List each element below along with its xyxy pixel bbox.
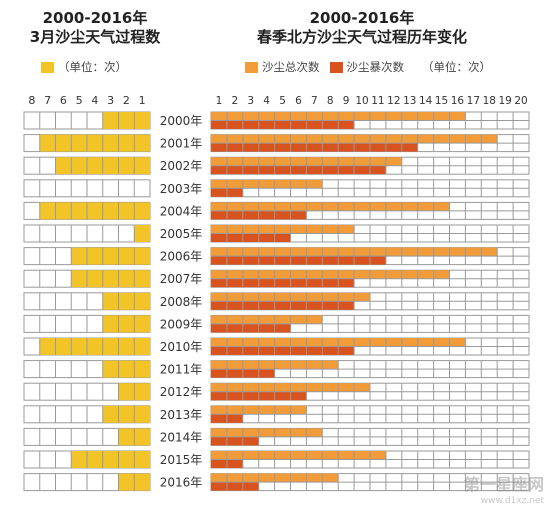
- legend-label-storm: 沙尘暴次数: [346, 60, 405, 74]
- right-x-tick-label: 11: [371, 95, 384, 107]
- right-x-tick-label: 18: [483, 95, 496, 107]
- bar-total: [211, 451, 386, 460]
- watermark-logo: 第一星座网 www.d1xz.net: [463, 475, 544, 507]
- left-bar: [102, 360, 150, 378]
- right-x-tick-label: 14: [419, 95, 433, 107]
- right-x-tick-label: 1: [216, 95, 223, 107]
- bar-storm: [211, 278, 355, 288]
- left-x-tick-label: 5: [76, 94, 83, 107]
- left-x-tick-label: 4: [91, 94, 98, 107]
- legend-swatch-storm: [329, 61, 343, 73]
- right-x-tick-label: 10: [355, 95, 368, 107]
- year-label: 2011年: [160, 363, 203, 377]
- year-label: 2001年: [160, 137, 203, 151]
- left-bar: [102, 292, 150, 310]
- bar-total: [211, 179, 323, 189]
- left-title-line2: 3月沙尘天气过程数: [29, 28, 161, 46]
- right-x-tick-label: 19: [498, 95, 511, 107]
- year-label: 2015年: [160, 453, 203, 467]
- bar-storm: [211, 256, 386, 265]
- right-chart-title: 2000-2016年 春季北方沙尘天气过程历年变化: [228, 9, 496, 47]
- left-bar: [102, 112, 150, 129]
- year-label: 2010年: [160, 340, 203, 354]
- year-label: 2003年: [160, 182, 203, 196]
- left-legend-swatch: [41, 61, 54, 73]
- bar-storm: [211, 436, 259, 446]
- left-x-tick-label: 6: [60, 94, 67, 107]
- right-x-tick-label: 8: [327, 95, 334, 107]
- left-unit-label: （单位：次）: [58, 60, 127, 74]
- right-legend: 沙尘总次数 沙尘暴次数 （单位：次）: [245, 59, 491, 75]
- bar-storm: [211, 143, 418, 152]
- bar-storm: [211, 482, 259, 491]
- right-x-tick-label: 9: [343, 95, 350, 107]
- left-chart-title: 2000-2016年 3月沙尘天气过程数: [0, 9, 190, 47]
- left-bar: [102, 315, 150, 333]
- year-label: 2002年: [160, 159, 203, 173]
- year-label: 2009年: [160, 317, 203, 331]
- year-label: 2013年: [160, 408, 203, 422]
- bar-storm: [211, 120, 355, 129]
- bar-total: [211, 270, 450, 279]
- right-title-line2: 春季北方沙尘天气过程历年变化: [256, 28, 467, 46]
- right-x-tick-label: 12: [387, 95, 400, 107]
- left-bar: [71, 270, 150, 288]
- year-label: 2004年: [160, 204, 203, 218]
- right-x-tick-label: 16: [451, 95, 465, 107]
- bar-storm: [211, 346, 355, 355]
- left-bar: [71, 247, 150, 265]
- legend-swatch-total: [245, 61, 258, 73]
- bar-storm: [211, 165, 386, 175]
- bar-total: [211, 315, 323, 324]
- year-label: 2005年: [160, 227, 203, 241]
- right-x-tick-label: 2: [232, 95, 239, 107]
- year-label: 2006年: [160, 250, 203, 264]
- left-x-tick-label: 1: [139, 94, 146, 107]
- left-bar: [39, 134, 150, 152]
- bar-total: [211, 428, 323, 437]
- left-bar: [71, 451, 150, 468]
- right-x-tick-label: 4: [263, 95, 270, 107]
- right-title-line1: 2000-2016年: [309, 9, 415, 27]
- left-x-tick-label: 8: [28, 94, 35, 107]
- left-x-tick-label: 7: [44, 94, 51, 107]
- bar-storm: [211, 233, 291, 242]
- right-x-tick-label: 17: [467, 95, 480, 107]
- bar-storm: [211, 301, 355, 310]
- left-x-tick-label: 3: [107, 94, 114, 107]
- year-label: 2016年: [160, 476, 203, 490]
- left-bar: [102, 405, 150, 423]
- bar-total: [211, 202, 450, 211]
- right-x-tick-label: 3: [247, 95, 254, 107]
- left-bar: [39, 202, 150, 220]
- year-label: 2008年: [160, 295, 203, 309]
- right-unit-label: （单位：次）: [422, 60, 491, 74]
- year-label: 2000年: [160, 114, 203, 128]
- left-x-tick-label: 2: [123, 94, 130, 107]
- left-title-line1: 2000-2016年: [42, 9, 148, 27]
- right-x-tick-label: 20: [514, 95, 527, 107]
- legend-label-total: 沙尘总次数: [262, 60, 320, 74]
- year-label: 2012年: [160, 385, 203, 399]
- right-x-tick-label: 7: [311, 95, 318, 107]
- bar-total: [211, 225, 355, 234]
- right-x-tick-label: 5: [279, 95, 286, 107]
- left-legend: （单位：次）: [41, 59, 127, 75]
- year-label: 2014年: [160, 430, 203, 444]
- left-bar: [134, 225, 150, 242]
- left-bar: [39, 338, 150, 355]
- bar-storm: [211, 323, 291, 333]
- right-x-tick-label: 15: [435, 95, 448, 107]
- right-x-tick-label: 6: [295, 95, 302, 107]
- year-label: 2007年: [160, 272, 203, 286]
- right-x-tick-label: 13: [403, 95, 416, 107]
